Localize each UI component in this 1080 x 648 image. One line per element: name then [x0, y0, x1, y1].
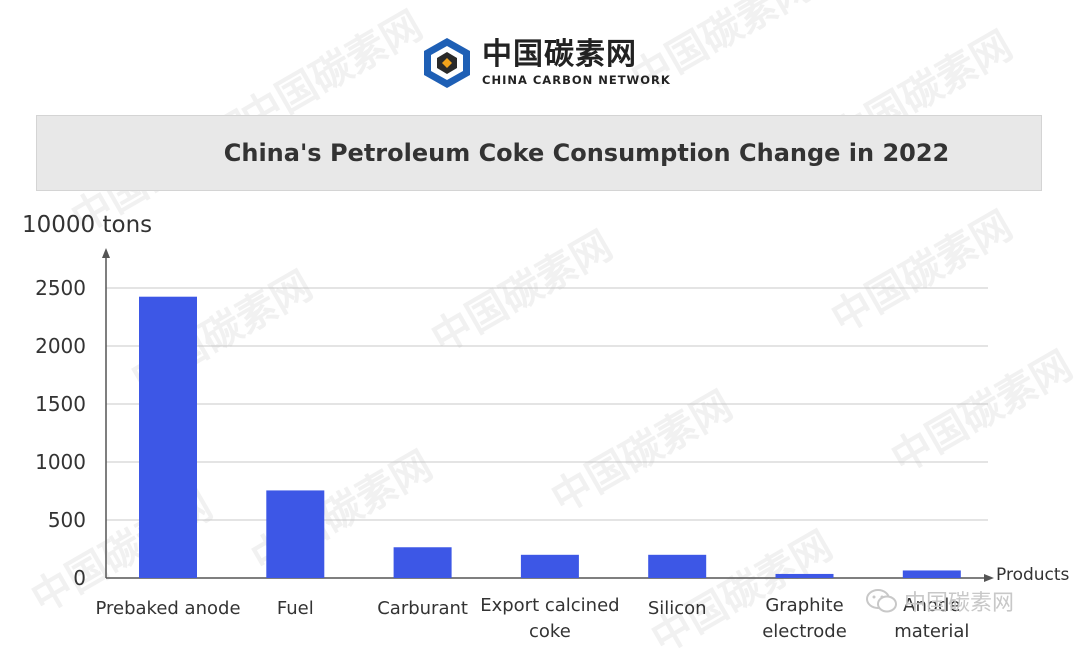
- x-axis-arrow: [984, 574, 994, 582]
- y-tick-label: 1500: [35, 392, 86, 416]
- x-tick-label: Carburant: [377, 598, 468, 619]
- x-tick-label: Fuel: [277, 598, 314, 619]
- x-tick-label: Silicon: [648, 598, 707, 619]
- x-axis-label: Products: [996, 565, 1070, 585]
- bar: [393, 547, 452, 578]
- y-tick-label: 2000: [35, 334, 86, 358]
- bar: [520, 554, 579, 578]
- wechat-icon: [866, 589, 897, 613]
- footer-watermark-text: 中国碳素网: [904, 591, 1015, 616]
- x-tick-label: Prebaked anode: [95, 598, 240, 619]
- logo-hexagon-icon: [424, 38, 470, 88]
- chart-title: China's Petroleum Coke Consumption Chang…: [223, 139, 950, 167]
- footer-watermark: 中国碳素网: [866, 585, 1014, 617]
- bar: [648, 554, 707, 578]
- y-tick-label: 0: [73, 566, 86, 590]
- bar: [266, 490, 325, 578]
- china-carbon-network-logo: 中国碳素网 CHINA CARBON NETWORK: [420, 36, 671, 90]
- bar: [902, 570, 961, 578]
- chart-title-box: China's Petroleum Coke Consumption Chang…: [36, 115, 1042, 191]
- x-tick-label: Anode material: [894, 595, 969, 642]
- x-tick-label: Graphite electrode: [762, 595, 847, 642]
- x-tick-label: Export calcined coke: [480, 595, 619, 642]
- y-axis-unit-label: 10000 tons: [22, 212, 153, 238]
- y-tick-label: 500: [48, 508, 86, 532]
- y-axis-arrow: [102, 248, 110, 258]
- logo-chinese-text: 中国碳素网: [482, 37, 637, 72]
- bar: [139, 296, 197, 578]
- y-tick-label: 1000: [35, 450, 86, 474]
- bar: [775, 573, 834, 578]
- logo-english-text: CHINA CARBON NETWORK: [482, 73, 671, 87]
- y-tick-label: 2500: [35, 276, 86, 300]
